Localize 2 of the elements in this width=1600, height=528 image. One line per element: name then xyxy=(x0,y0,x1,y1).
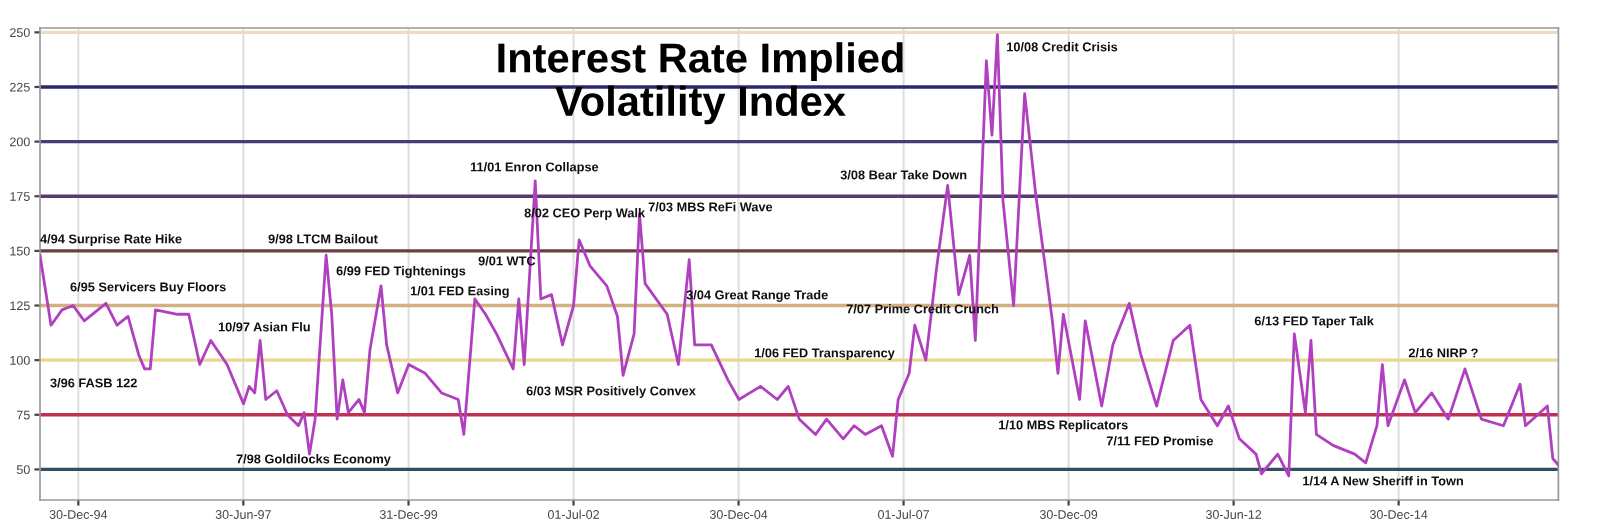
text: Interest Rate Implied Volatility Index xyxy=(498,42,903,125)
line-series xyxy=(40,33,1559,478)
